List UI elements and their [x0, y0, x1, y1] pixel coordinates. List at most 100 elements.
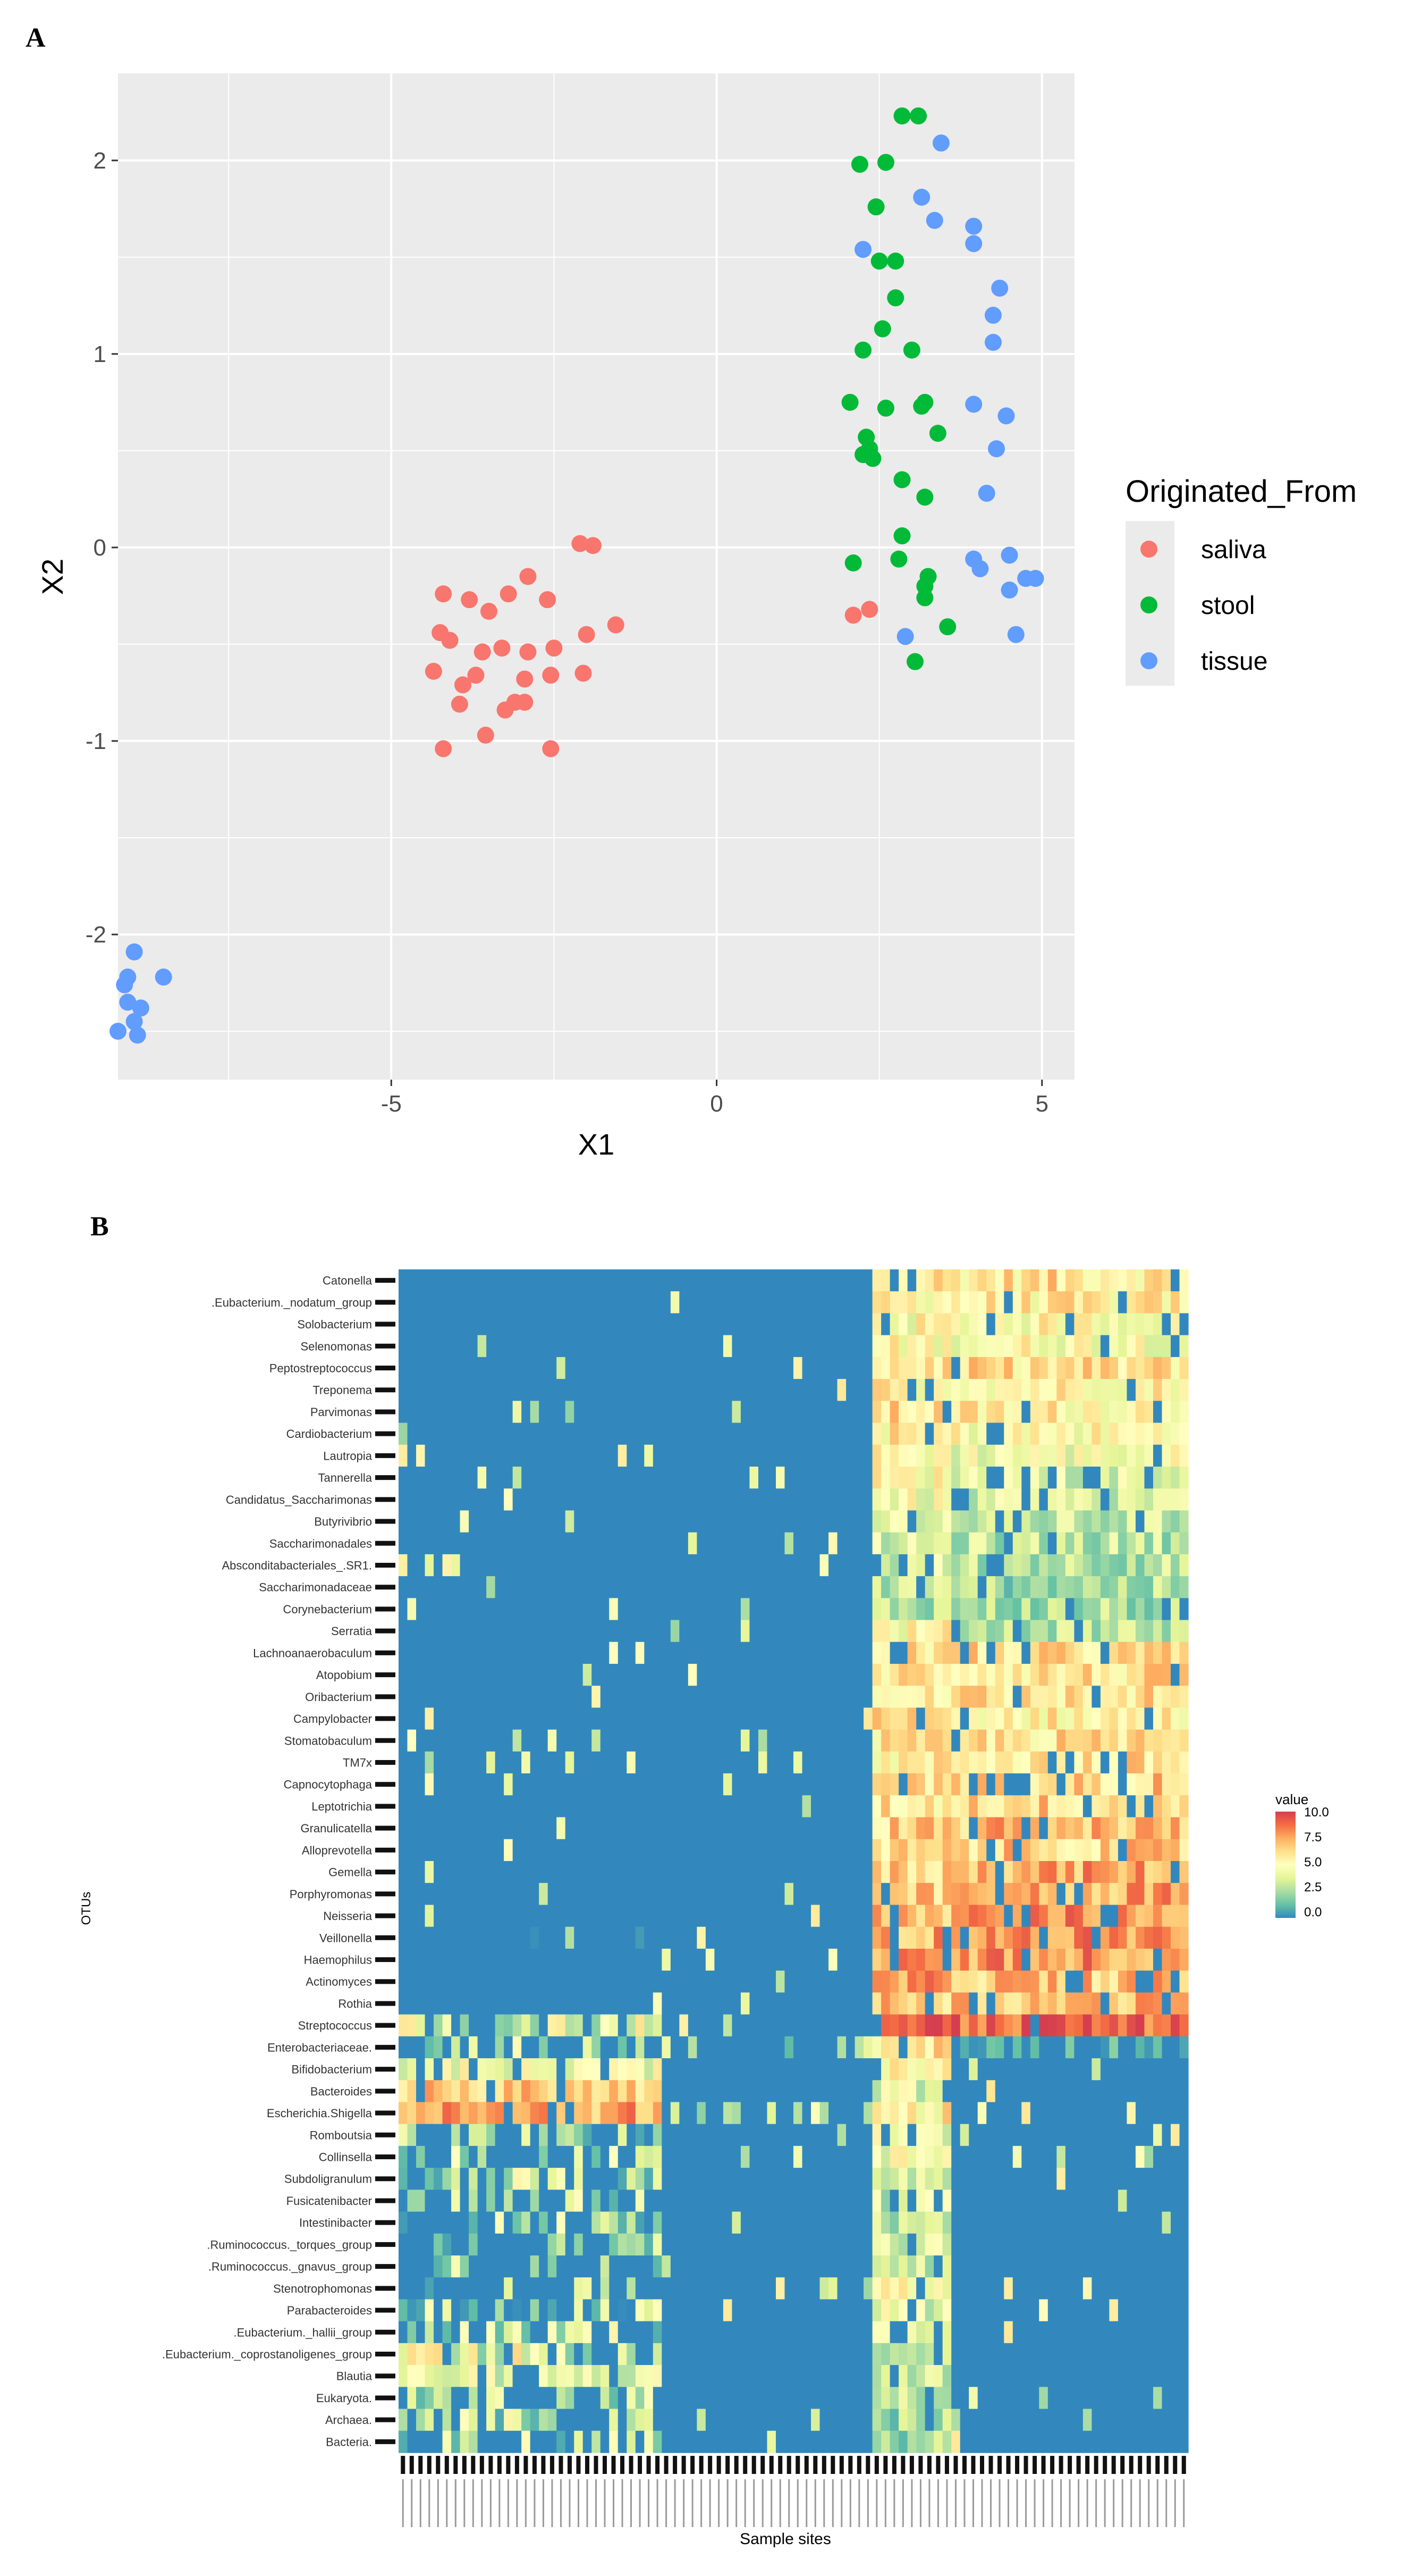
heatmap-cell — [469, 1313, 478, 1336]
scatter-point-stool — [844, 554, 862, 572]
heatmap-cell — [1021, 1948, 1031, 1971]
heatmap-cell — [890, 1641, 899, 1664]
heatmap-cell — [434, 1992, 443, 2015]
heatmap-cell — [434, 2343, 443, 2365]
heatmap-cell — [1118, 1992, 1128, 2015]
heatmap-cell — [416, 2190, 426, 2212]
heatmap-cell — [1100, 2233, 1110, 2256]
heatmap-cell — [1092, 1444, 1101, 1467]
heatmap-cell — [644, 1422, 654, 1445]
heatmap-cell — [618, 2321, 627, 2344]
heatmap-cell — [425, 1861, 434, 1883]
heatmap-cell — [530, 1883, 539, 1906]
heatmap-cell — [504, 1729, 513, 1752]
heatmap-cell — [670, 1641, 680, 1664]
heatmap-cell — [1127, 1905, 1136, 1927]
heatmap-cell — [662, 2145, 671, 2168]
heatmap-cell — [1021, 1795, 1031, 1818]
heatmap-cell — [1092, 2190, 1101, 2212]
heatmap-cell — [460, 1422, 469, 1445]
heatmap-cell — [995, 1992, 1004, 2015]
heatmap-cell — [1004, 1948, 1013, 1971]
heatmap-cell — [916, 2211, 926, 2234]
heatmap-cell — [811, 1948, 821, 1971]
heatmap-cell — [582, 1488, 592, 1511]
heatmap-cell — [591, 1795, 601, 1818]
heatmap-cell — [582, 1883, 592, 1906]
heatmap-cell — [679, 2124, 689, 2146]
heatmap-cell — [758, 1379, 768, 1401]
heatmap-cell — [740, 1576, 750, 1598]
heatmap-cell — [670, 1795, 680, 1818]
heatmap-cell — [995, 1795, 1004, 1818]
heatmap-cell — [679, 2409, 689, 2431]
heatmap-cell — [1118, 1664, 1128, 1686]
heatmap-cell — [723, 1357, 733, 1379]
heatmap-cell — [1065, 1313, 1075, 1336]
heatmap-cell — [986, 1729, 996, 1752]
heatmap-cell — [846, 1510, 856, 1533]
heatmap-cell — [1039, 1554, 1048, 1577]
heatmap-cell — [1012, 2145, 1022, 2168]
heatmap-cell — [1004, 2124, 1013, 2146]
heatmap-cell — [934, 1422, 943, 1445]
heatmap-cell — [784, 1839, 794, 1862]
heatmap-cell — [1047, 1883, 1057, 1906]
heatmap-cell — [416, 1269, 426, 1292]
heatmap-cell — [1135, 1883, 1145, 1906]
heatmap-cell — [679, 2145, 689, 2168]
heatmap-cell — [512, 1379, 522, 1401]
heatmap-cell — [1030, 1839, 1039, 1862]
heatmap-cell — [986, 2255, 996, 2278]
heatmap-cell — [811, 2058, 821, 2081]
heatmap-cell — [740, 1532, 750, 1555]
heatmap-cell — [679, 2190, 689, 2212]
heatmap-cell — [679, 2014, 689, 2037]
heatmap-cell — [618, 1467, 627, 1489]
heatmap-cell — [670, 1291, 680, 1314]
heatmap-cell — [547, 1839, 557, 1862]
heatmap-cell — [477, 1839, 487, 1862]
heatmap-cell — [425, 2211, 434, 2234]
heatmap-cell — [934, 1686, 943, 1708]
heatmap-cell — [425, 1554, 434, 1577]
heatmap-cell — [1021, 1883, 1031, 1906]
heatmap-cell — [1030, 2277, 1039, 2300]
heatmap-cell — [775, 2190, 785, 2212]
heatmap-cell — [828, 1686, 838, 1708]
heatmap-cell — [714, 1773, 724, 1796]
heatmap-cell — [1144, 2058, 1154, 2081]
heatmap-cell — [504, 2321, 513, 2344]
heatmap-cell — [855, 1641, 864, 1664]
heatmap-cell — [556, 1291, 566, 1314]
heatmap-cell — [486, 2387, 496, 2410]
heatmap-cell — [819, 1488, 829, 1511]
heatmap-cell — [565, 2321, 574, 2344]
scatter-point-tissue — [129, 1026, 146, 1044]
heatmap-cell — [486, 1401, 496, 1424]
heatmap-cell — [714, 1379, 724, 1401]
heatmap-cell — [907, 2124, 917, 2146]
heatmap-cell — [1118, 1861, 1128, 1883]
heatmap-cell — [600, 1948, 610, 1971]
heatmap-cell — [1074, 1401, 1084, 1424]
heatmap-cell — [1065, 1971, 1075, 1993]
heatmap-cell — [679, 2036, 689, 2059]
heatmap-cell — [600, 2058, 610, 2081]
heatmap-cell — [460, 1510, 469, 1533]
heatmap-cell — [705, 1488, 715, 1511]
heatmap-cell — [977, 2387, 987, 2410]
heatmap-cell — [811, 1817, 821, 1840]
heatmap-cell — [934, 2014, 943, 2037]
heatmap-cell — [1004, 2168, 1013, 2190]
heatmap-cell — [828, 1488, 838, 1511]
heatmap-cell — [495, 2058, 504, 2081]
heatmap-cell — [460, 1861, 469, 1883]
heatmap-cell — [582, 2299, 592, 2322]
heatmap-cell — [679, 1751, 689, 1774]
heatmap-cell — [539, 1379, 548, 1401]
heatmap-cell — [469, 2102, 478, 2125]
heatmap-cell — [890, 1773, 899, 1796]
heatmap-cell — [916, 1795, 926, 1818]
